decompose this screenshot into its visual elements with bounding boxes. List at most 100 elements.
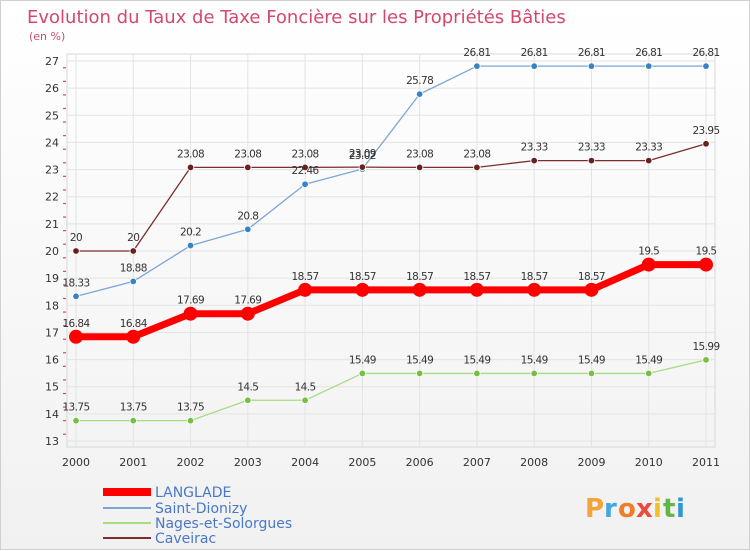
data-label: 19.5 [638,246,659,258]
y-tick-label: 23 [45,164,59,177]
data-point [530,62,538,70]
data-point [530,369,538,378]
data-point [186,416,195,425]
data-point [584,282,599,297]
data-label: 15.49 [463,354,490,366]
data-label: 16.84 [62,318,90,330]
data-point [699,257,713,272]
data-label: 20.8 [237,210,258,222]
data-label: 23.09 [349,148,376,160]
legend: LANGLADESaint-DionizyNages-et-SolorguesC… [103,485,292,547]
data-point [415,163,424,172]
y-tick-label: 19 [45,272,59,285]
data-label: 13.75 [177,402,204,414]
data-label: 22.46 [292,165,320,177]
series-line [72,261,710,341]
y-tick-label: 21 [45,218,59,231]
series-line [75,143,707,252]
data-point [72,416,80,425]
data-point [645,62,653,70]
data-point [301,396,309,404]
data-point [587,156,596,165]
x-tick-label: 2005 [348,456,376,469]
y-tick-label: 18 [45,299,59,312]
data-label: 23.08 [234,148,261,160]
data-point [244,396,252,404]
chart-title: Evolution du Taux de Taxe Foncière sur l… [27,7,566,28]
y-tick-label: 25 [45,109,59,122]
x-tick-label: 2004 [291,456,319,469]
data-point [415,369,424,378]
x-tick-label: 2002 [177,456,205,469]
data-point [129,416,137,425]
data-point [240,306,255,321]
data-label: 20 [127,232,139,244]
data-point [415,90,424,98]
data-point [702,62,710,70]
data-label: 17.69 [177,295,204,307]
x-tick-label: 2011 [692,456,720,469]
y-tick-label: 22 [45,191,59,204]
data-point [587,369,596,378]
data-point [129,247,137,255]
data-point [69,329,83,344]
data-label: 14.5 [237,381,258,393]
data-label: 16.84 [120,318,148,330]
data-point [129,277,137,286]
data-point [358,369,367,378]
data-label: 25.78 [406,75,433,87]
data-label: 17.69 [234,295,261,307]
data-point [183,306,198,321]
data-label: 15.99 [692,341,719,353]
series-line [75,359,707,422]
data-point [473,163,481,172]
series [69,62,713,425]
data-label: 23.33 [521,142,548,154]
logo-letter: i [653,494,662,524]
data-labels: 16.84 16.84 17.69 17.69 18.57 18.57 18.57 18.57… [62,47,720,414]
y-tick-label: 27 [45,55,59,68]
data-label: 15.49 [349,354,376,366]
data-label: 15.49 [406,354,433,366]
x-tick-label: 2008 [520,456,548,469]
data-label: 26.81 [635,47,662,59]
data-point [473,369,481,378]
data-label: 13.75 [62,402,89,414]
data-point [301,180,309,188]
data-label: 23.95 [692,125,719,137]
data-point [186,163,195,172]
data-point [72,247,80,255]
data-point [702,140,710,148]
y-tick-label: 14 [45,408,59,421]
data-label: 26.81 [692,47,719,59]
data-label: 20.2 [180,227,201,239]
data-point [355,282,370,297]
data-label: 23.08 [463,148,490,160]
data-label: 23.08 [292,148,319,160]
x-tick-label: 2000 [62,456,90,469]
y-tick-label: 26 [45,82,59,95]
data-point [469,282,484,297]
data-label: 14.5 [295,381,316,393]
legend-label: Saint-Dionizy [155,501,247,517]
data-point [244,163,252,172]
data-label: 23.08 [177,148,204,160]
data-point [473,62,481,70]
data-label: 20 [70,232,82,244]
data-point [298,282,313,297]
y-tick-label: 17 [45,326,59,339]
data-label: 18.88 [120,262,147,274]
logo-letter: i [676,494,685,524]
data-point [244,225,252,233]
data-label: 15.49 [521,354,548,366]
legend-label: Caveirac [155,531,216,547]
data-label: 18.33 [62,277,89,289]
data-point [527,282,542,297]
data-label: 23.33 [635,142,662,154]
y-tick-label: 20 [45,245,59,258]
x-tick-label: 2001 [119,456,147,469]
data-label: 18.57 [406,271,433,283]
data-point [645,156,653,165]
